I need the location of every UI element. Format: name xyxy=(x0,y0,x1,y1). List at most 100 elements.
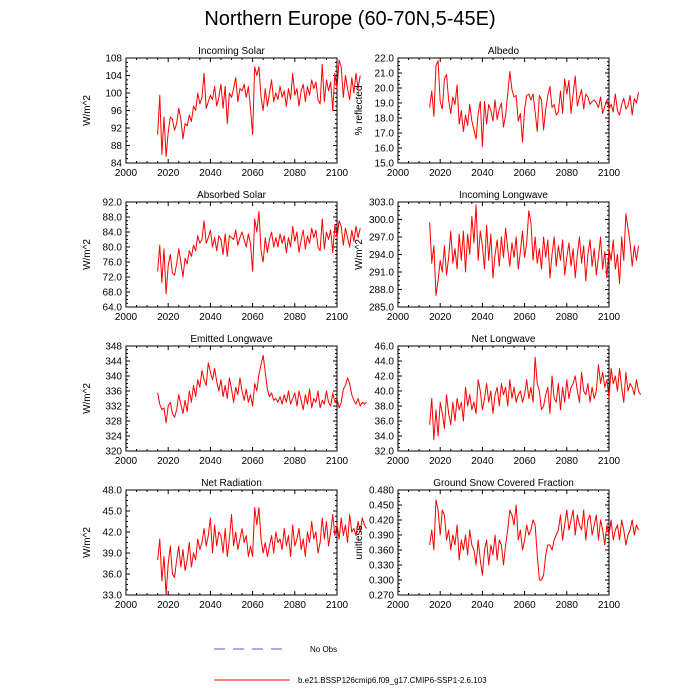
series-line xyxy=(429,60,640,147)
y-tick-label: 16.0 xyxy=(375,144,395,155)
y-axis-label: W/m^2 xyxy=(82,239,93,270)
series-line xyxy=(157,507,367,596)
x-tick-label: 2000 xyxy=(387,456,410,467)
y-tick-label: 48.0 xyxy=(103,486,123,497)
chart-panel-2: Albedo % reflected 15.0 16.0 17.0 18.0 19.0 20.… xyxy=(354,46,640,179)
y-tick-label: 288.0 xyxy=(369,285,394,296)
y-tick-label: 32.0 xyxy=(375,447,395,458)
panel-title: Ground Snow Covered Fraction xyxy=(433,478,574,489)
y-tick-label: 348 xyxy=(105,342,122,353)
x-tick-label: 2000 xyxy=(387,168,410,179)
y-tick-label: 17.0 xyxy=(375,129,395,140)
y-axis-label: W/m^2 xyxy=(82,95,93,126)
x-tick-label: 2060 xyxy=(513,456,536,467)
x-tick-label: 2020 xyxy=(429,312,452,323)
plot-frame xyxy=(125,489,338,596)
series-line xyxy=(157,59,361,157)
legend-model-label: b.e21.BSSP126cmip6.f09_g17.CMIP6-SSP1-2.… xyxy=(298,676,487,685)
x-tick-label: 2080 xyxy=(556,168,579,179)
x-tick-label: 2100 xyxy=(326,600,349,611)
y-tick-label: 324 xyxy=(105,432,122,443)
panel-title: Absorbed Solar xyxy=(197,190,267,201)
y-tick-label: 34.0 xyxy=(375,432,395,443)
x-tick-label: 2040 xyxy=(199,312,222,323)
series-line xyxy=(429,499,640,581)
x-tick-label: 2000 xyxy=(387,312,410,323)
x-tick-label: 2080 xyxy=(556,456,579,467)
plot-frame xyxy=(397,345,610,452)
y-tick-label: 84.0 xyxy=(103,228,123,239)
x-tick-label: 2100 xyxy=(326,168,349,179)
y-tick-label: 84 xyxy=(111,159,123,170)
y-tick-label: 0.450 xyxy=(369,501,394,512)
x-tick-label: 2020 xyxy=(157,312,180,323)
x-tick-label: 2100 xyxy=(598,168,621,179)
panel-title: Net Longwave xyxy=(472,334,536,345)
y-tick-label: 42.0 xyxy=(375,372,395,383)
x-tick-label: 2100 xyxy=(598,312,621,323)
y-tick-label: 44.0 xyxy=(375,357,395,368)
x-tick-label: 2060 xyxy=(241,168,264,179)
x-tick-label: 2040 xyxy=(199,600,222,611)
y-tick-label: 0.390 xyxy=(369,531,394,542)
y-tick-label: 19.0 xyxy=(375,99,395,110)
x-tick-label: 2000 xyxy=(115,456,138,467)
series-line xyxy=(429,356,642,441)
y-tick-label: 100 xyxy=(105,89,122,100)
y-tick-label: 80.0 xyxy=(103,243,123,254)
y-tick-label: 22.0 xyxy=(375,54,395,65)
x-tick-label: 2020 xyxy=(429,168,452,179)
y-tick-label: 64.0 xyxy=(103,303,123,314)
chart-panel-7: Net Radiation W/m^2 33.0 36.0 39.0 42.0 45.0 48… xyxy=(82,478,367,611)
panel-title: Incoming Longwave xyxy=(459,190,548,201)
x-tick-label: 2060 xyxy=(513,168,536,179)
x-tick-label: 2080 xyxy=(284,600,307,611)
chart-panels: Incoming Solar W/m^2 84 88 92 96 100 104 108 2000… xyxy=(82,46,642,611)
y-axis-label: W/m^2 xyxy=(82,527,93,558)
y-tick-label: 0.330 xyxy=(369,561,394,572)
x-tick-label: 2040 xyxy=(471,456,494,467)
x-tick-label: 2100 xyxy=(598,456,621,467)
chart-panel-3: Absorbed Solar W/m^2 64.0 68.0 72.0 76.0 80.0 8… xyxy=(82,190,361,323)
x-tick-label: 2040 xyxy=(199,168,222,179)
panel-title: Emitted Longwave xyxy=(190,334,273,345)
x-tick-label: 2080 xyxy=(284,312,307,323)
y-tick-label: 42.0 xyxy=(103,528,123,539)
x-tick-label: 2020 xyxy=(157,456,180,467)
series-line xyxy=(429,204,640,296)
y-tick-label: 68.0 xyxy=(103,288,123,299)
y-tick-label: 300.0 xyxy=(369,215,394,226)
x-tick-label: 2100 xyxy=(326,456,349,467)
y-tick-label: 104 xyxy=(105,71,122,82)
x-tick-label: 2100 xyxy=(598,600,621,611)
x-tick-label: 2000 xyxy=(115,600,138,611)
y-axis-label: W/m^2 xyxy=(354,239,365,270)
x-tick-label: 2040 xyxy=(199,456,222,467)
x-tick-label: 2020 xyxy=(157,600,180,611)
x-tick-label: 2060 xyxy=(513,312,536,323)
y-tick-label: 0.270 xyxy=(369,591,394,602)
x-tick-label: 2020 xyxy=(429,456,452,467)
series-line xyxy=(157,210,361,295)
panel-title: Albedo xyxy=(488,46,520,57)
y-tick-label: 21.0 xyxy=(375,69,395,80)
y-tick-label: 39.0 xyxy=(103,549,123,560)
legend: No Obs b.e21.BSSP126cmip6.f09_g17.CMIP6-… xyxy=(214,645,487,685)
x-tick-label: 2060 xyxy=(241,600,264,611)
legend-obs-label: No Obs xyxy=(310,645,337,654)
series-line xyxy=(157,354,367,424)
y-tick-label: 46.0 xyxy=(375,342,395,353)
x-tick-label: 2060 xyxy=(513,600,536,611)
y-tick-label: 320 xyxy=(105,447,122,458)
y-tick-label: 332 xyxy=(105,402,122,413)
x-tick-label: 2060 xyxy=(241,312,264,323)
y-tick-label: 328 xyxy=(105,417,122,428)
y-axis-label: W/m^2 xyxy=(82,383,93,414)
x-tick-label: 2080 xyxy=(284,168,307,179)
y-tick-label: 92.0 xyxy=(103,198,123,209)
panel-title: Net Radiation xyxy=(201,478,262,489)
y-tick-label: 297.0 xyxy=(369,233,394,244)
y-tick-label: 88.0 xyxy=(103,213,123,224)
x-tick-label: 2000 xyxy=(115,312,138,323)
